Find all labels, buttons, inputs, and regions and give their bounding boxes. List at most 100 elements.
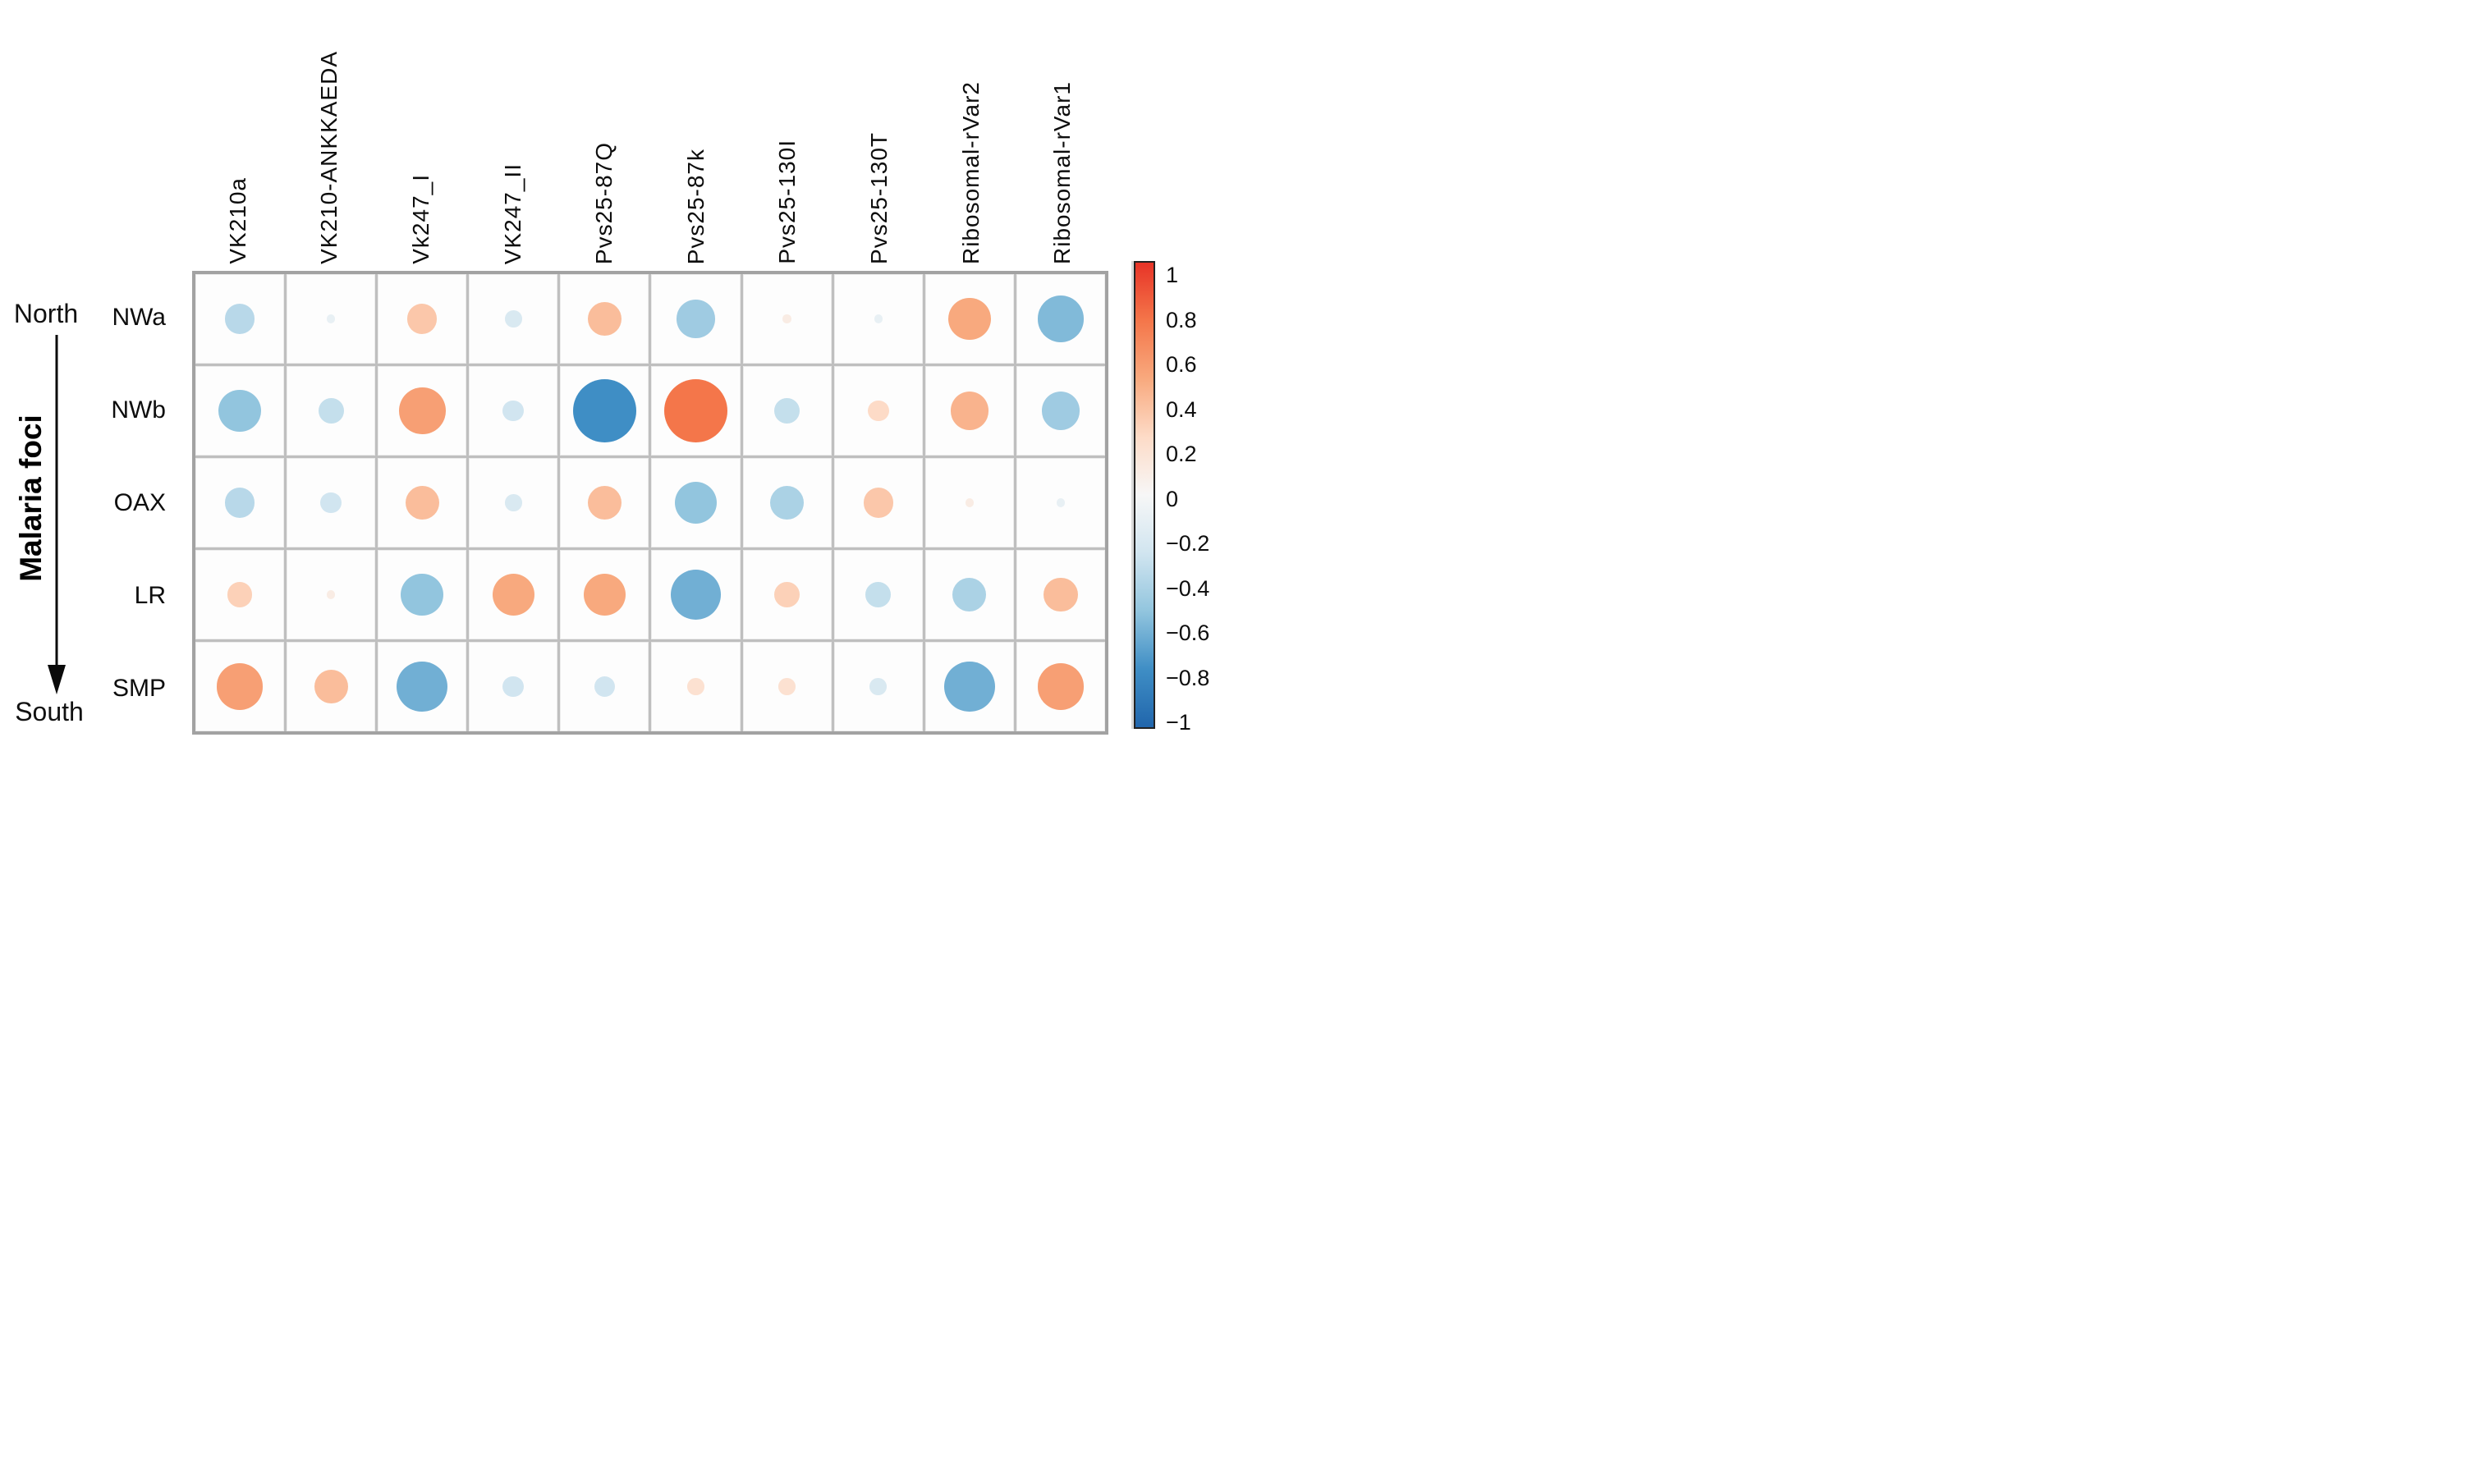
- grid-cell-OAX-Pvs25-87Q: [560, 458, 649, 547]
- grid-cell-NWb-Pvs25-87Q: [560, 366, 649, 456]
- correlation-circle: [943, 661, 995, 712]
- row-labels: NWa NWb OAX LR SMP: [0, 271, 166, 735]
- correlation-circle: [502, 400, 525, 422]
- grid-cell-NWb-Pvs25-130T: [833, 366, 923, 456]
- correlation-circle: [965, 498, 974, 507]
- grid-cell-SMP-Pvs25-87Q: [560, 642, 649, 731]
- correlation-circle: [948, 297, 991, 341]
- grid-cell-LR-Pvs25-87Q: [560, 550, 649, 639]
- correlation-circle: [774, 398, 800, 424]
- column-header-4: Pvs25-87Q: [558, 0, 650, 264]
- grid-cell-SMP-Ribosomal-rVar1: [1016, 642, 1105, 731]
- grid-cell-NWa-VK210-ANKKAEDA: [287, 274, 376, 364]
- grid-cell-SMP-Pvs25-130T: [833, 642, 923, 731]
- correlation-circle: [314, 669, 348, 704]
- correlation-circle: [687, 678, 704, 695]
- grid-cell-NWb-VK210-ANKKAEDA: [287, 366, 376, 456]
- correlation-circle: [326, 314, 336, 323]
- grid-cell-NWa-Pvs25-130T: [833, 274, 923, 364]
- correlation-circle: [952, 577, 987, 612]
- correlation-circle: [320, 492, 342, 514]
- south-label: South: [15, 697, 84, 726]
- correlation-circle: [1044, 577, 1078, 612]
- grid-cell-SMP-Ribosomal-rVar2: [924, 642, 1014, 731]
- correlation-circle: [677, 300, 715, 338]
- column-header-9: Ribosomal-rVar1: [1016, 0, 1108, 264]
- correlation-circle: [674, 481, 718, 524]
- column-header-label: Pvs25-130T: [865, 132, 892, 264]
- correlation-circle: [407, 304, 438, 334]
- correlation-circle: [1037, 295, 1085, 342]
- correlation-circle: [218, 389, 261, 433]
- correlation-circle: [1056, 498, 1066, 507]
- column-header-3: VK247_II: [467, 0, 559, 264]
- grid-cell-LR-Pvs25-87k: [651, 550, 741, 639]
- correlation-circle: [405, 485, 439, 520]
- column-header-label: VK247_II: [499, 163, 525, 264]
- legend-tick-label-0: 0: [1166, 486, 1179, 511]
- column-header-1: VK210-ANKKAEDA: [284, 0, 376, 264]
- column-header-label: Pvs25-87k: [682, 148, 709, 264]
- row-label-OAX: OAX: [113, 488, 166, 516]
- correlation-circle: [663, 378, 728, 443]
- row-label-NWb: NWb: [111, 396, 166, 424]
- legend-tick-label-−1: −1: [1166, 710, 1191, 735]
- grid-cell-LR-VK210a: [195, 550, 285, 639]
- correlation-circle: [583, 573, 626, 616]
- grid-cell-NWb-VK247_II: [469, 366, 558, 456]
- grid-cell-NWb-Pvs25-130I: [742, 366, 832, 456]
- grid-cell-OAX-Pvs25-130I: [742, 458, 832, 547]
- legend-tick-label-−0.8: −0.8: [1166, 665, 1210, 690]
- correlation-circle: [401, 573, 443, 616]
- correlation-circle: [587, 301, 622, 337]
- correlation-circle: [782, 314, 791, 323]
- grid-cell-NWb-Vk247_I: [378, 366, 467, 456]
- correlation-circle: [869, 678, 888, 695]
- correlation-circle: [572, 378, 637, 443]
- grid-cell-LR-VK247_II: [469, 550, 558, 639]
- grid-cell-LR-VK210-ANKKAEDA: [287, 550, 376, 639]
- correlation-circle: [225, 488, 255, 518]
- correlation-circle: [505, 310, 522, 327]
- correlation-circle: [318, 398, 344, 424]
- legend-tick-label-0.6: 0.6: [1166, 352, 1197, 377]
- grid-cell-SMP-Pvs25-130I: [742, 642, 832, 731]
- column-header-2: Vk247_I: [375, 0, 467, 264]
- column-header-label: VK210-ANKKAEDA: [316, 51, 342, 264]
- grid-cell-LR-Vk247_I: [378, 550, 467, 639]
- grid-cell-NWa-VK210a: [195, 274, 285, 364]
- correlation-circle: [778, 678, 796, 695]
- grid-cell-OAX-Vk247_I: [378, 458, 467, 547]
- legend-tick-label-−0.4: −0.4: [1166, 575, 1210, 601]
- legend-tick-label-−0.2: −0.2: [1166, 531, 1210, 556]
- column-header-label: Ribosomal-rVar1: [1049, 81, 1076, 264]
- north-south-arrow: [48, 335, 66, 694]
- correlation-circle: [398, 387, 446, 434]
- correlation-circle: [670, 569, 722, 621]
- correlation-circle: [865, 582, 892, 607]
- grid-cell-SMP-VK210-ANKKAEDA: [287, 642, 376, 731]
- grid-cell-NWb-Pvs25-87k: [651, 366, 741, 456]
- correlation-circle: [225, 304, 255, 334]
- grid-cell-NWa-Pvs25-87Q: [560, 274, 649, 364]
- grid-cell-OAX-VK210a: [195, 458, 285, 547]
- grid-cell-NWa-Pvs25-87k: [651, 274, 741, 364]
- correlation-grid: [192, 271, 1108, 735]
- grid-cell-NWa-Ribosomal-rVar1: [1016, 274, 1105, 364]
- correlation-circle: [505, 494, 522, 511]
- correlation-circle: [492, 573, 535, 616]
- correlation-circle: [950, 392, 989, 430]
- grid-cell-OAX-Ribosomal-rVar2: [924, 458, 1014, 547]
- row-label-LR: LR: [134, 581, 166, 609]
- column-header-5: Pvs25-87k: [650, 0, 742, 264]
- correlation-figure: North Malaria foci South VK210a VK210-ANK…: [0, 0, 1238, 742]
- north-label: North: [13, 299, 79, 328]
- grid-cell-OAX-Ribosomal-rVar1: [1016, 458, 1105, 547]
- column-header-0: VK210a: [192, 0, 284, 264]
- grid-cell-OAX-Pvs25-87k: [651, 458, 741, 547]
- correlation-circle: [326, 590, 336, 599]
- correlation-circle: [594, 676, 616, 698]
- correlation-circle: [397, 661, 448, 712]
- grid-cell-NWa-Ribosomal-rVar2: [924, 274, 1014, 364]
- correlation-circle: [216, 663, 264, 710]
